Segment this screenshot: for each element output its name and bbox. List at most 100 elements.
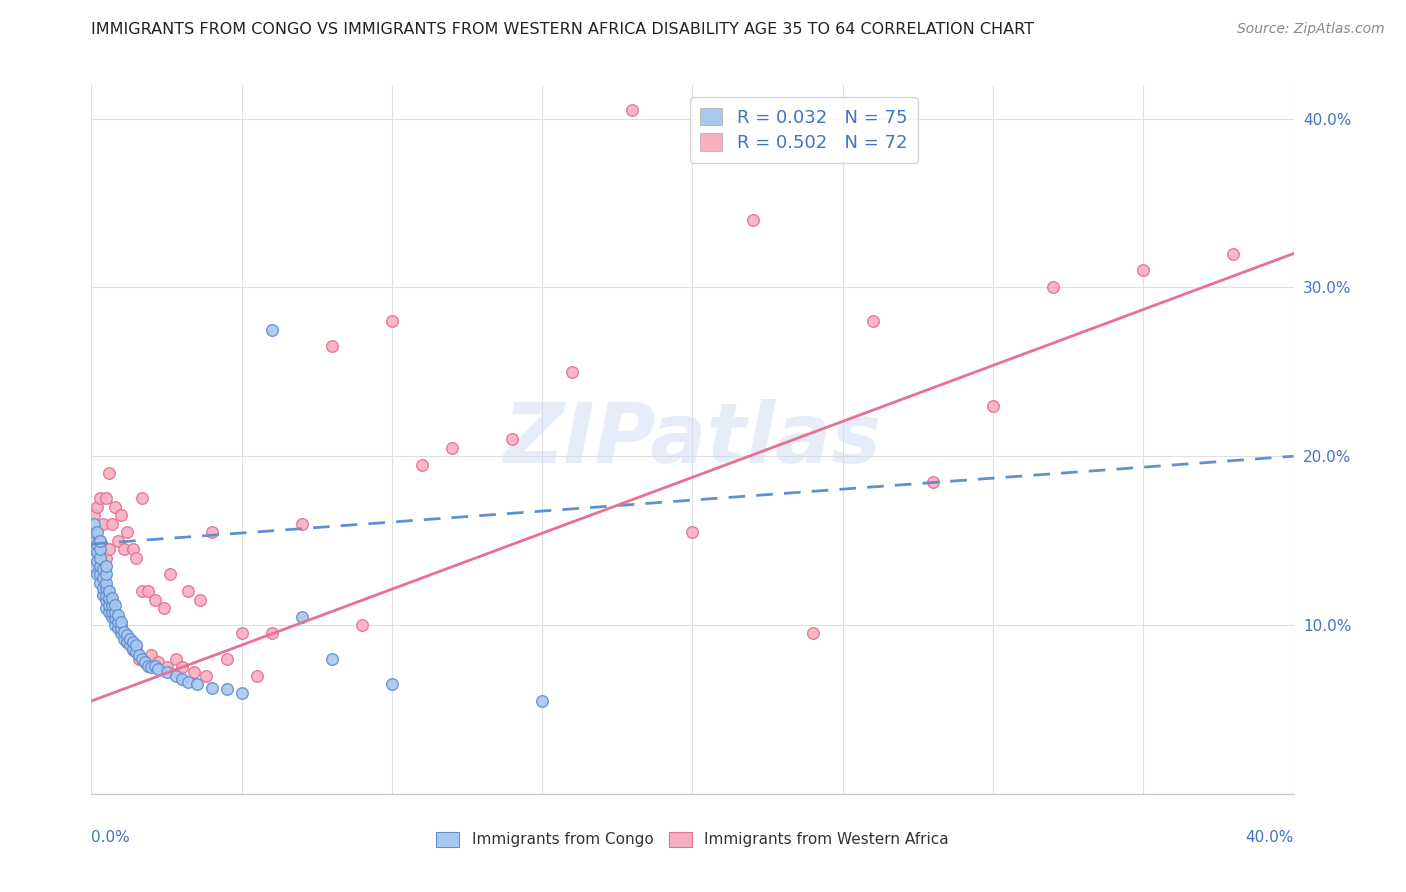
Point [98, 605, 121, 619]
Point [231, 626, 253, 640]
Point [89, 550, 111, 565]
Point [86, 567, 108, 582]
Point [681, 525, 703, 540]
Point [86, 500, 108, 514]
Text: IMMIGRANTS FROM CONGO VS IMMIGRANTS FROM WESTERN AFRICA DISABILITY AGE 35 TO 64 : IMMIGRANTS FROM CONGO VS IMMIGRANTS FROM… [91, 22, 1035, 37]
Point [104, 618, 127, 632]
Point [260, 322, 283, 336]
Point [122, 643, 145, 657]
Point [110, 508, 132, 523]
Point [125, 550, 148, 565]
Point [194, 669, 217, 683]
Point [350, 618, 373, 632]
Point [104, 611, 127, 625]
Point [134, 655, 156, 669]
Point [93, 575, 115, 590]
Point [117, 628, 139, 642]
Point [862, 314, 884, 328]
Point [114, 542, 136, 557]
Point [96, 592, 118, 607]
Point [138, 658, 160, 673]
Point [96, 491, 118, 506]
Point [83, 558, 105, 573]
Point [125, 645, 148, 659]
Legend: Immigrants from Congo, Immigrants from Western Africa: Immigrants from Congo, Immigrants from W… [430, 826, 955, 854]
Point [165, 652, 187, 666]
Point [83, 525, 105, 540]
Point [246, 669, 269, 683]
Text: 0.0%: 0.0% [91, 830, 131, 845]
Point [531, 694, 554, 708]
Point [165, 669, 187, 683]
Point [120, 635, 142, 649]
Point [93, 588, 115, 602]
Point [122, 635, 145, 649]
Point [134, 655, 156, 669]
Point [107, 621, 129, 635]
Text: Source: ZipAtlas.com: Source: ZipAtlas.com [1237, 22, 1385, 37]
Point [291, 516, 314, 531]
Point [981, 399, 1004, 413]
Point [1132, 263, 1154, 277]
Point [176, 675, 198, 690]
Point [143, 592, 166, 607]
Point [93, 581, 115, 595]
Point [98, 592, 121, 607]
Point [107, 618, 129, 632]
Point [381, 314, 404, 328]
Point [96, 581, 118, 595]
Point [89, 558, 111, 573]
Point [83, 516, 105, 531]
Point [215, 652, 238, 666]
Point [201, 525, 224, 540]
Point [201, 681, 224, 695]
Point [96, 584, 118, 599]
Point [98, 466, 121, 480]
Point [89, 567, 111, 582]
Point [440, 441, 463, 455]
Point [107, 607, 129, 622]
Point [98, 542, 121, 557]
Point [186, 677, 208, 691]
Point [98, 584, 121, 599]
Point [89, 491, 111, 506]
Point [1042, 280, 1064, 294]
Point [146, 662, 169, 676]
Point [89, 567, 111, 582]
Point [114, 624, 136, 639]
Point [621, 103, 644, 117]
Point [922, 475, 945, 489]
Point [89, 542, 111, 557]
Point [107, 533, 129, 548]
Point [110, 618, 132, 632]
Point [101, 591, 124, 605]
Point [128, 648, 150, 663]
Point [110, 621, 132, 635]
Point [101, 605, 124, 619]
Point [117, 525, 139, 540]
Point [96, 550, 118, 565]
Point [131, 652, 153, 666]
Point [122, 641, 145, 656]
Point [89, 533, 111, 548]
Point [86, 537, 108, 551]
Point [86, 554, 108, 568]
Point [381, 677, 404, 691]
Point [801, 626, 824, 640]
Point [152, 601, 174, 615]
Point [170, 660, 193, 674]
Point [321, 652, 343, 666]
Point [101, 598, 124, 612]
Point [96, 567, 118, 582]
Point [501, 433, 523, 447]
Text: 40.0%: 40.0% [1246, 830, 1294, 845]
Point [159, 567, 181, 582]
Point [183, 665, 205, 680]
Point [215, 682, 238, 697]
Point [96, 575, 118, 590]
Point [122, 542, 145, 557]
Point [93, 516, 115, 531]
Point [291, 609, 314, 624]
Point [561, 365, 583, 379]
Point [83, 542, 105, 557]
